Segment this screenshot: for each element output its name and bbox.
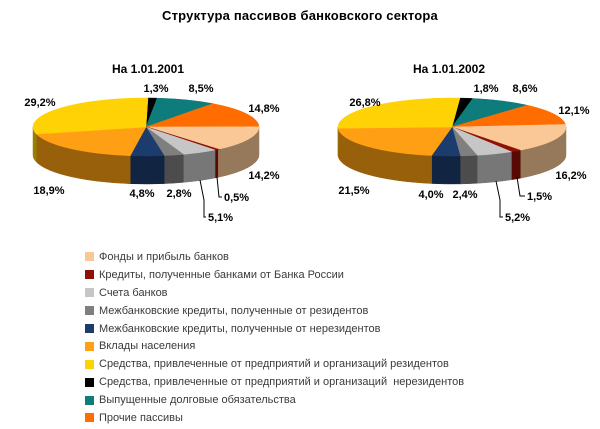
pie1-leader-2 <box>199 179 206 218</box>
legend-item: Выпущенные долговые обязательства <box>85 391 585 409</box>
legend-swatch-icon <box>85 270 94 280</box>
legend-item-label: Межбанковские кредиты, полученные от рез… <box>99 304 369 317</box>
pie1-slice-6 <box>32 97 149 135</box>
pie1-data-label-7: 1,3% <box>143 83 168 95</box>
legend-swatch-icon <box>85 252 94 262</box>
pie1-data-label-3: 2,8% <box>166 188 191 200</box>
pies-svg: На 1.01.2001 На 1.01.2002 14,2% 0,5% 5,1% 2… <box>24 62 590 224</box>
pie2-leader-1 <box>516 176 525 197</box>
legend-swatch-icon <box>85 359 94 369</box>
pie1-slice-side-4 <box>129 155 165 185</box>
pie2-slice-6 <box>337 97 461 129</box>
legend-item: Вклады населения <box>85 337 585 355</box>
legend-item: Прочие пассивы <box>85 409 585 427</box>
pie2-data-label-6: 26,8% <box>349 97 380 109</box>
pie2-data-label-0: 16,2% <box>555 170 586 182</box>
pie1-data-label-6: 29,2% <box>24 97 55 109</box>
legend-item-label: Прочие пассивы <box>99 411 183 424</box>
pie1-data-label-8: 8,5% <box>188 83 213 95</box>
legend-swatch-icon <box>85 377 94 387</box>
legend-swatch-icon <box>85 306 94 316</box>
legend-item: Фонды и прибыль банков <box>85 248 585 266</box>
legend-item: Межбанковские кредиты, полученные от нер… <box>85 320 585 338</box>
legend-item-label: Фонды и прибыль банков <box>99 250 229 263</box>
pie1-leader-1 <box>216 176 222 198</box>
legend-swatch-icon <box>85 288 94 298</box>
pie1-slice-side-1 <box>214 149 219 179</box>
pie1-group: 14,2% 0,5% 5,1% 2,8% 4,8% 18,9% 29,2% 1,3% 8,5% 1… <box>24 83 279 224</box>
legend-item: Счета банков <box>85 284 585 302</box>
legend-swatch-icon <box>85 324 94 333</box>
pie1-title: На 1.01.2001 <box>112 62 184 76</box>
pie2-slice-side-4 <box>431 155 461 185</box>
legend-item: Кредиты, полученные банками от Банка Рос… <box>85 266 585 284</box>
legend: Фонды и прибыль банков Кредиты, полученны… <box>85 248 585 427</box>
legend-swatch-icon <box>85 341 94 351</box>
pie2-data-label-7: 1,8% <box>473 83 498 95</box>
legend-item-label: Вклады населения <box>99 340 196 353</box>
pie2-data-label-9: 12,1% <box>558 105 589 117</box>
chart-title: Структура пассивов банковского сектора <box>162 8 438 23</box>
pie2-data-label-3: 2,4% <box>452 189 477 201</box>
legend-item: Межбанковские кредиты, полученные от рез… <box>85 302 585 320</box>
pie2-slice-side-3 <box>459 155 478 185</box>
pie2-leader-2 <box>495 180 503 218</box>
legend-item-label: Счета банков <box>99 286 168 299</box>
pie1-slice-5 <box>35 126 147 156</box>
pie2-data-label-5: 21,5% <box>338 185 369 197</box>
legend-item-label: Средства, привлеченные от предприятий и … <box>99 376 465 389</box>
pie2-slice-5 <box>337 126 453 156</box>
pie2-slice-side-2 <box>476 151 512 184</box>
legend-item-label: Кредиты, полученные банками от Банка Рос… <box>99 268 344 281</box>
legend-item-label: Выпущенные долговые обязательства <box>99 394 296 407</box>
pie2-group: 16,2%1,5% 5,2% 2,4% 4,0% 21,5% 26,8% 1,8% 8,6% 1… <box>337 83 590 224</box>
pie2-data-label-2: 5,2% <box>505 212 530 224</box>
legend-item-label: Средства, привлеченные от предприятий и … <box>99 358 449 371</box>
pie1-data-label-1: 0,5% <box>224 192 249 204</box>
pie1-slice-side-2 <box>183 149 216 183</box>
pie2-title: На 1.01.2002 <box>413 62 485 76</box>
pie1-data-label-9: 14,8% <box>248 103 279 115</box>
pie1-data-label-0: 14,2% <box>248 170 279 182</box>
pie1-slice-0 <box>145 126 260 150</box>
pie1-slice-9 <box>145 103 260 128</box>
pie1-data-label-2: 5,1% <box>208 212 233 224</box>
pie1-data-label-5: 18,9% <box>33 185 64 197</box>
pie2-data-label-8: 8,6% <box>512 83 537 95</box>
pie1-data-label-4: 4,8% <box>129 188 154 200</box>
pie2-data-label-4: 4,0% <box>418 189 443 201</box>
legend-swatch-icon <box>85 413 94 423</box>
pie2-data-label-1: 1,5% <box>527 191 552 203</box>
pie2-slice-side-1 <box>511 149 521 181</box>
legend-swatch-icon <box>85 395 94 405</box>
legend-item: Средства, привлеченные от предприятий и … <box>85 355 585 373</box>
pie2-slice-9 <box>451 104 566 128</box>
pie2-slice-0 <box>451 124 567 151</box>
pie1-slice-side-3 <box>163 154 184 184</box>
legend-item-label: Межбанковские кредиты, полученные от нер… <box>99 322 381 335</box>
legend-item: Средства, привлеченные от предприятий и … <box>85 373 585 391</box>
